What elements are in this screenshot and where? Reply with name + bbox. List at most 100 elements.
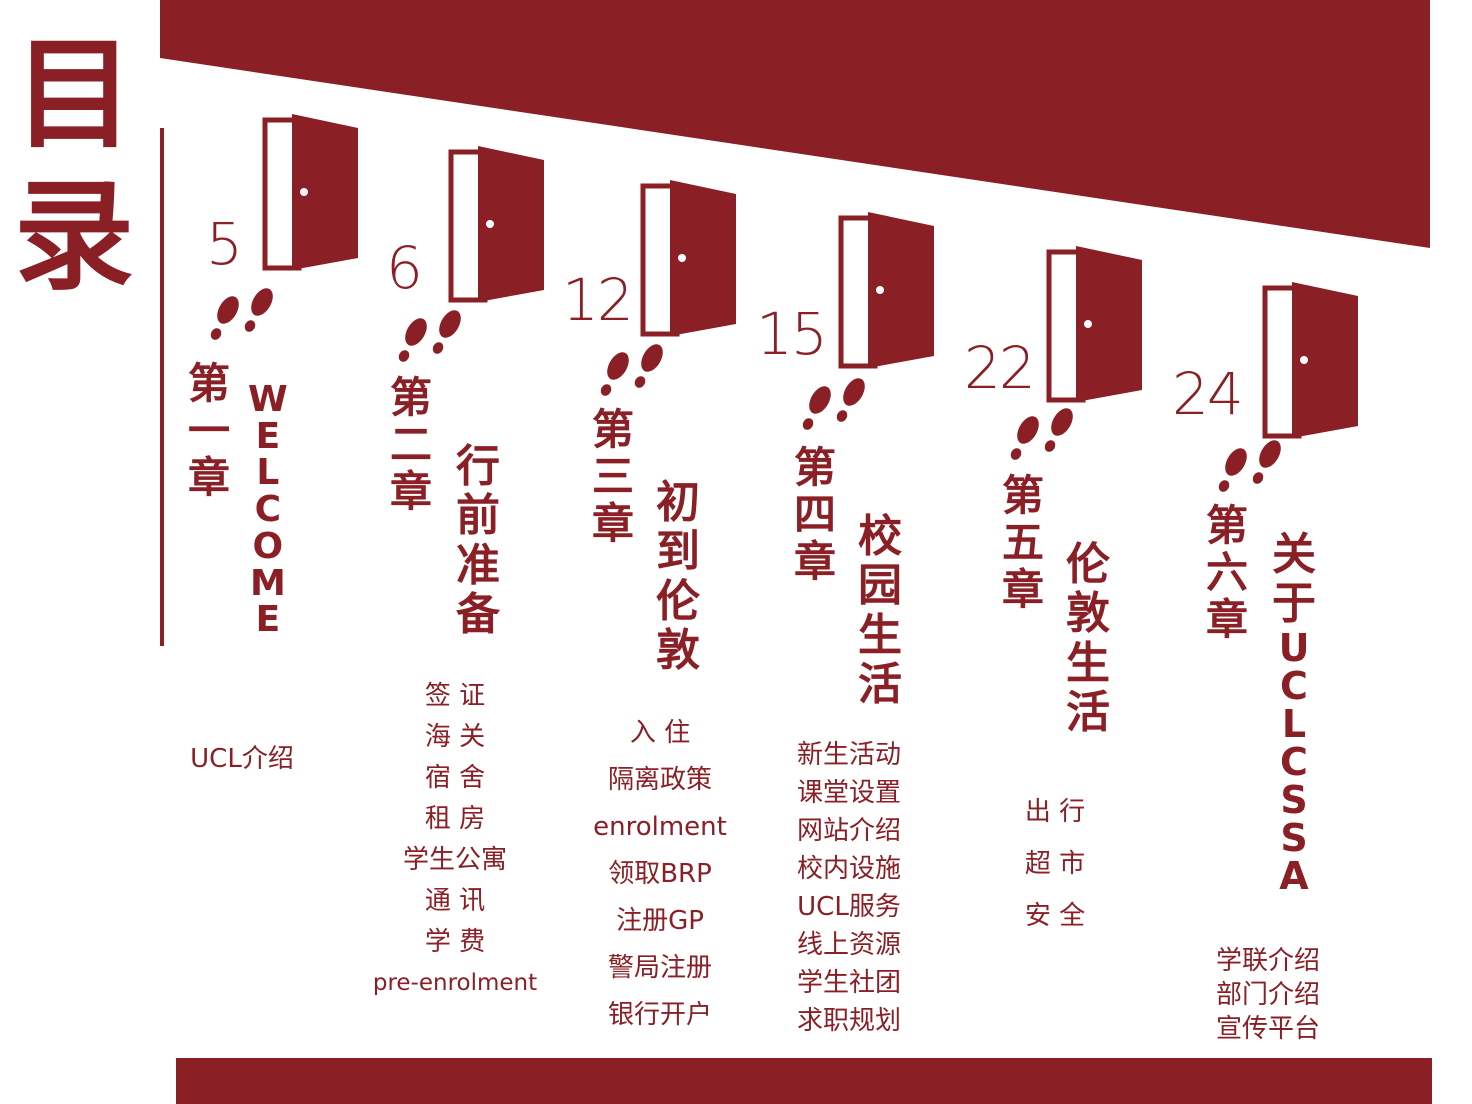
toc-item: 校内设施 — [796, 854, 901, 884]
chapter-1-items: UCL介绍 — [180, 738, 304, 775]
chapter-6-items: 学联介绍 部门介绍 宣传平台 — [1200, 944, 1336, 1046]
toc-item: 宿 舍 — [424, 763, 486, 793]
chapter-char: 五 — [1002, 518, 1045, 568]
footprints-icon — [210, 288, 273, 340]
toc-item: 部门介绍 — [1215, 980, 1320, 1010]
title-char: S — [1280, 815, 1308, 860]
chapter-char: 章 — [390, 467, 433, 517]
chapter-3-title: 初 到 伦 敦 — [656, 478, 700, 675]
toc-item: 网站介绍 — [796, 816, 901, 846]
chapter-char: 第 — [592, 405, 635, 454]
title-char: U — [1278, 625, 1310, 670]
toc-item: 领取BRP — [608, 859, 712, 889]
toc-item: 安 全 — [1024, 901, 1086, 931]
title-char: 敦 — [1066, 588, 1110, 640]
toc-title-char: 目 — [14, 26, 134, 165]
chapter-char: 第 — [188, 359, 231, 408]
chapter-char: 第 — [1206, 501, 1249, 550]
title-char: 敦 — [656, 624, 700, 676]
title-char: C — [1280, 739, 1308, 784]
chapter-char: 章 — [592, 499, 635, 549]
title-char: 备 — [456, 588, 500, 640]
door-icon — [1262, 282, 1358, 439]
chapter-1-page-number: 5 — [206, 210, 243, 278]
toc-title-char: 录 — [14, 168, 134, 307]
chapter-2-label: 第 二 章 — [390, 374, 432, 515]
door-icon — [838, 212, 934, 369]
chapter-char: 章 — [794, 537, 837, 587]
chapter-char: 一 — [188, 406, 231, 456]
chapter-char: 三 — [592, 452, 635, 502]
title-char: M — [249, 562, 286, 604]
title-char: L — [1281, 701, 1307, 746]
title-char: C — [254, 489, 282, 531]
title-char: 活 — [1066, 686, 1110, 738]
chapter-4-title: 校 园 生 活 — [858, 512, 902, 709]
toc-item: 求职规划 — [796, 1006, 901, 1036]
title-char: 活 — [858, 658, 902, 710]
title-char: C — [1280, 663, 1308, 708]
chapter-5-page-number: 22 — [964, 334, 1036, 402]
chapter-char: 四 — [794, 490, 837, 540]
footprints-icon — [398, 310, 461, 362]
chapter-char: 章 — [1002, 565, 1045, 615]
title-divider — [160, 128, 164, 646]
title-char: 生 — [858, 609, 902, 661]
title-char: O — [252, 525, 284, 567]
door-icon — [640, 180, 736, 337]
chapter-3-items: 入 住 隔离政策 enrolment 领取BRP 注册GP 警局注册 银行开户 — [580, 710, 740, 1039]
chapter-char: 二 — [390, 420, 433, 470]
toc-item: pre-enrolment — [372, 970, 538, 996]
title-char: A — [1279, 853, 1309, 898]
door-icon — [1046, 246, 1142, 403]
chapter-4-items: 新生活动 课堂设置 网站介绍 校内设施 UCL服务 线上资源 学生社团 求职规划 — [774, 736, 924, 1040]
toc-item: 学生社团 — [796, 968, 901, 998]
chapter-4-page-number: 15 — [756, 300, 828, 368]
chapter-3-label: 第 三 章 — [592, 406, 634, 547]
title-char: 于 — [1272, 578, 1316, 630]
chapter-6-label: 第 六 章 — [1206, 502, 1248, 643]
title-char: 准 — [456, 539, 500, 591]
footprints-icon — [1218, 440, 1281, 492]
toc-item: 入 住 — [629, 718, 691, 748]
toc-item: 签 证 — [424, 681, 486, 711]
chapter-char: 第 — [390, 373, 433, 422]
toc-item: 隔离政策 — [607, 765, 712, 795]
title-char: 伦 — [1066, 539, 1110, 590]
toc-item: 租 房 — [424, 804, 486, 834]
chapter-6-page-number: 24 — [1172, 360, 1244, 428]
toc-item: 通 讯 — [424, 886, 486, 916]
chapter-char: 章 — [188, 453, 231, 503]
title-char: 校 — [858, 511, 902, 562]
toc-item: 宣传平台 — [1215, 1014, 1320, 1044]
toc-item: 线上资源 — [796, 930, 901, 960]
toc-item: UCL介绍 — [190, 744, 294, 774]
chapter-char: 章 — [1206, 595, 1249, 645]
toc-item: 课堂设置 — [796, 778, 901, 808]
chapter-2-title: 行 前 准 备 — [456, 442, 500, 639]
toc-item: 超 市 — [1024, 849, 1086, 879]
toc-item: 学联介绍 — [1215, 946, 1320, 976]
chapter-6-title: 关 于 U C L C S S A — [1272, 530, 1316, 895]
toc-item: 注册GP — [616, 906, 704, 936]
door-icon — [262, 114, 358, 271]
chapter-5-label: 第 五 章 — [1002, 472, 1044, 613]
toc-item: 警局注册 — [607, 953, 712, 983]
title-char: E — [255, 415, 281, 457]
toc-item: enrolment — [593, 812, 727, 842]
door-icon — [448, 146, 544, 303]
chapter-char: 六 — [1206, 548, 1249, 598]
toc-item: 学 费 — [424, 927, 486, 957]
toc-item: UCL服务 — [797, 892, 901, 922]
title-char: S — [1280, 777, 1308, 822]
chapter-4-label: 第 四 章 — [794, 444, 836, 585]
chapter-2-page-number: 6 — [386, 234, 423, 302]
chapter-2-items: 签 证 海 关 宿 舍 租 房 学生公寓 通 讯 学 费 pre-enrolme… — [370, 676, 540, 1004]
chapter-char: 第 — [1002, 471, 1045, 520]
toc-item: 学生公寓 — [402, 845, 507, 875]
chapter-3-page-number: 12 — [562, 266, 634, 334]
title-char: 伦 — [656, 575, 700, 627]
title-char: 行 — [456, 441, 500, 492]
title-char: 初 — [656, 477, 700, 528]
